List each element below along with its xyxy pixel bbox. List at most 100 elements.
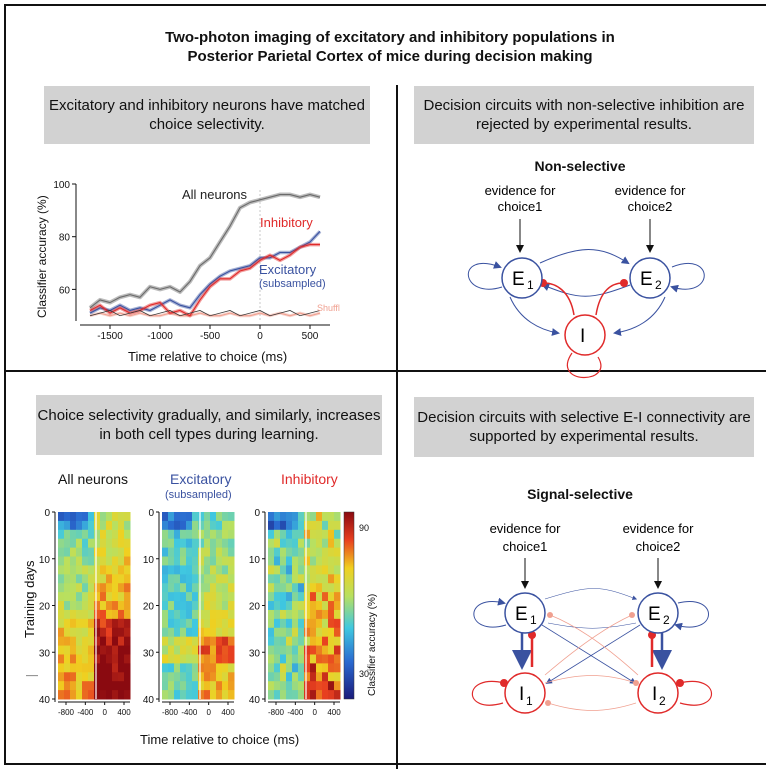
heatmap-cell (174, 529, 181, 540)
heatmap-cell (70, 565, 77, 575)
heatmap-cell (322, 636, 329, 647)
heatmap-cell (310, 565, 317, 575)
ss-terminal-i1-e2 (629, 612, 635, 618)
heatmap-cell (88, 663, 95, 673)
heatmap-cell (76, 618, 83, 629)
heatmap-cell (268, 609, 275, 620)
heatmap-cell (310, 538, 317, 549)
heatmap-cell (94, 512, 101, 522)
heatmap-cell (210, 592, 217, 602)
heatmap-cell (180, 618, 187, 629)
heatmap-cell (82, 538, 89, 549)
heatmap-title-inhibitory: Inhibitory (281, 471, 338, 487)
heatmap-cell (162, 565, 169, 575)
heatmap-cell (210, 636, 217, 647)
heatmap-y-tick-label: 20 (39, 602, 51, 613)
heatmap-cell (198, 601, 205, 611)
heatmap-cell (328, 636, 335, 647)
ns-node-e2-sub: 2 (655, 278, 662, 292)
heatmap-cell (298, 672, 305, 682)
heatmap-cell (94, 672, 101, 682)
heatmap-cell (186, 583, 193, 593)
heatmap-cell (292, 627, 299, 638)
heatmap-cell (292, 636, 299, 647)
heatmap-cell (94, 654, 101, 664)
heatmap-cell (292, 556, 299, 566)
series-shuffled (89, 312, 321, 317)
heatmap-cell (204, 636, 211, 647)
ss-node-e1-sub: 1 (530, 613, 537, 627)
heatmap-cell (192, 672, 199, 682)
heatmap-cell (58, 690, 65, 700)
heatmap-cell (310, 574, 317, 584)
heatmap-cell (334, 636, 341, 647)
label-excitatory: Excitatory (259, 262, 317, 277)
heatmap-cell (180, 512, 187, 522)
heatmap-cell (180, 654, 187, 664)
heatmap-y-tick-label: 30 (249, 648, 261, 659)
heatmap-cell (310, 618, 317, 629)
heatmap-cell (124, 547, 131, 558)
ns-evidence2-line2: choice2 (628, 199, 673, 214)
heatmap-cell (298, 663, 305, 673)
heatmap-cell (310, 627, 317, 638)
heatmap-cell (334, 654, 341, 664)
heatmap-cell (88, 618, 95, 629)
heatmap-cell (58, 663, 65, 673)
heatmap-cell (304, 672, 311, 682)
heatmap-cell (268, 556, 275, 566)
ns-i-self-loop (566, 352, 602, 379)
heatmap-cell (76, 556, 83, 566)
heatmap-cell (198, 512, 205, 522)
heatmap-cell (222, 592, 229, 602)
heatmap-cell (100, 681, 107, 691)
heatmap-x-tick-label: -400 (287, 708, 304, 717)
heatmap-cell (192, 618, 199, 629)
heatmap-cell (180, 609, 187, 620)
heatmap-cell (334, 565, 341, 575)
heatmap-cell (192, 690, 199, 700)
heatmap-cell (286, 565, 293, 575)
heatmap-cell (58, 681, 65, 691)
heatmap-cell (198, 681, 205, 691)
heatmap-cell (334, 690, 341, 700)
heatmap-cell (298, 618, 305, 629)
heatmap-cell (210, 618, 217, 629)
heatmap-cell (94, 690, 101, 700)
heatmap-cell (100, 556, 107, 566)
heatmap-cell (180, 636, 187, 647)
heatmap-cell (112, 609, 119, 620)
heatmap-cell (334, 583, 341, 593)
series-all-neurons (89, 193, 321, 309)
heatmap-cell (124, 663, 131, 673)
heatmap-cell (310, 636, 317, 647)
heatmap-cell (180, 672, 187, 682)
heatmap-cell (70, 681, 77, 691)
ns-node-e1-sub: 1 (527, 278, 534, 292)
heatmap-cell (198, 654, 205, 664)
heatmap-cell (222, 547, 229, 558)
heatmap-cell (64, 574, 71, 584)
heatmap-x-tick-label: 0 (312, 708, 317, 717)
heatmap-cell (280, 690, 287, 700)
heatmap-cell (216, 618, 223, 629)
heatmap-cell (88, 538, 95, 549)
heatmap-cell (76, 690, 83, 700)
heatmap-cell (82, 574, 89, 584)
heatmap-cell (106, 520, 113, 531)
heatmap-cell (106, 583, 113, 593)
heatmap-cell (304, 690, 311, 700)
heatmap-cell (274, 538, 281, 549)
heatmap-cell (204, 681, 211, 691)
heatmap-x-tick-label: -800 (268, 708, 285, 717)
line-chart-x-tick-label: 500 (302, 331, 319, 342)
heatmap-cell (58, 520, 65, 531)
heatmap-cell (64, 663, 71, 673)
heatmap-cell (198, 690, 205, 700)
heatmap-cell (88, 547, 95, 558)
heatmap-cell (210, 663, 217, 673)
heatmap-cell (186, 547, 193, 558)
heatmap-cell (112, 627, 119, 638)
heatmap-cell (204, 690, 211, 700)
heatmap-cell (210, 609, 217, 620)
